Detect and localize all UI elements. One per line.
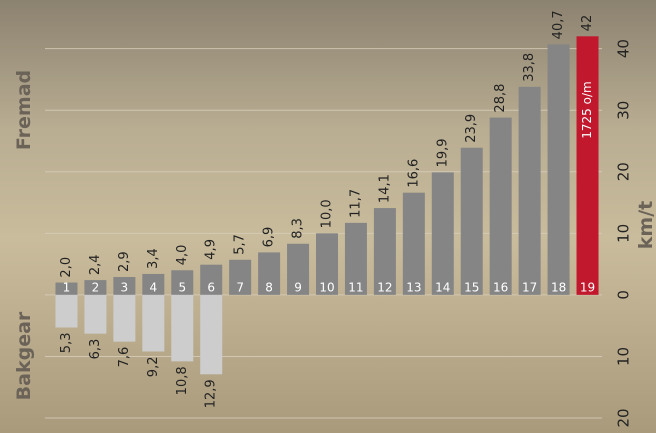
- bar: [548, 44, 570, 295]
- bar: [490, 118, 512, 295]
- x-tick-label: 8: [265, 280, 273, 294]
- bar: [432, 172, 454, 295]
- value-label: 4,9: [204, 239, 219, 260]
- x-tick-label: 12: [377, 280, 392, 294]
- side-label-top: Fremad: [13, 70, 35, 150]
- bar: [55, 295, 77, 328]
- x-tick-label: 13: [406, 280, 421, 294]
- y-tick-label: 10: [615, 224, 633, 243]
- side-label-bottom: Bakgear: [13, 311, 35, 400]
- annotation: 1725 o/m: [580, 81, 594, 138]
- axis-label: km/t: [635, 201, 656, 249]
- value-label: 19,9: [435, 138, 450, 167]
- value-label: 3,4: [146, 248, 161, 269]
- value-label: 2,4: [88, 254, 103, 275]
- value-label: 2,9: [117, 251, 132, 272]
- value-label: 33,8: [522, 53, 537, 82]
- x-tick-label: 6: [207, 280, 215, 294]
- y-tick-label: 20: [615, 162, 633, 181]
- bar: [200, 295, 222, 374]
- value-label: 40,7: [551, 10, 566, 39]
- value-label: 5,3: [59, 333, 74, 354]
- bar: [84, 295, 106, 334]
- x-tick-label: 1: [63, 280, 71, 294]
- chart: Fremad Bakgear km/t 20 10 0 10 20 30 40 2,0 2,4 2…: [0, 0, 656, 433]
- x-tick-label: 11: [348, 280, 363, 294]
- x-tick-label: 16: [493, 280, 508, 294]
- x-tick-label: 2: [92, 280, 100, 294]
- x-tick-label: 17: [522, 280, 537, 294]
- y-tick-label: 10: [615, 347, 633, 366]
- y-tick-label: 30: [615, 101, 633, 120]
- bar: [142, 295, 164, 352]
- y-tick-label: 0: [615, 290, 633, 300]
- bar: [519, 87, 541, 295]
- x-tick-label: 14: [435, 280, 450, 294]
- bar: [461, 148, 483, 295]
- x-tick-label: 19: [580, 280, 595, 294]
- value-label: 16,6: [406, 159, 421, 188]
- value-label: 42: [580, 15, 595, 32]
- value-label: 10,8: [175, 366, 190, 395]
- x-tick-label: 4: [149, 280, 157, 294]
- value-label: 12,9: [204, 379, 219, 408]
- x-tick-label: 9: [294, 280, 302, 294]
- value-label: 4,0: [175, 245, 190, 266]
- y-tick-label: 20: [615, 408, 633, 427]
- value-label: 28,8: [493, 84, 508, 113]
- value-label: 2,0: [59, 257, 74, 278]
- value-label: 6,9: [262, 227, 277, 248]
- value-label: 7,6: [117, 347, 132, 368]
- x-tick-label: 18: [551, 280, 566, 294]
- x-tick-label: 10: [319, 280, 334, 294]
- bar: [171, 295, 193, 361]
- bar: [577, 36, 599, 295]
- value-label: 14,1: [377, 174, 392, 203]
- x-tick-label: 7: [236, 280, 244, 294]
- value-label: 6,3: [88, 339, 103, 360]
- x-tick-label: 5: [178, 280, 186, 294]
- value-label: 23,9: [464, 114, 479, 143]
- value-label: 9,2: [146, 357, 161, 378]
- x-tick-label: 3: [121, 280, 129, 294]
- value-label: 10,0: [320, 199, 335, 228]
- bar: [113, 295, 135, 342]
- value-label: 8,3: [291, 218, 306, 239]
- value-label: 5,7: [233, 234, 248, 255]
- value-label: 11,7: [348, 189, 363, 218]
- y-tick-label: 40: [615, 39, 633, 58]
- x-tick-label: 15: [464, 280, 479, 294]
